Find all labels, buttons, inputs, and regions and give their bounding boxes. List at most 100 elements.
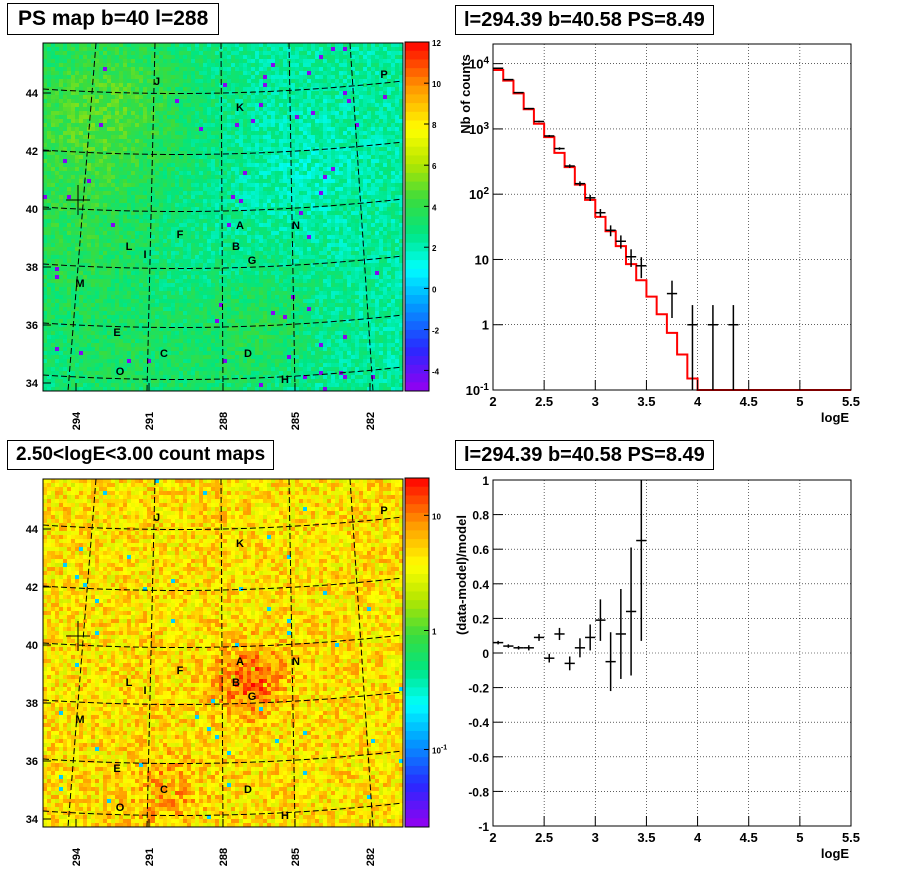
spectrum-data-point bbox=[687, 305, 698, 390]
countmap-label-H: H bbox=[281, 810, 289, 822]
psmap-ytick-38: 38 bbox=[26, 262, 38, 274]
spectrum-data-point bbox=[503, 78, 514, 81]
count-map-title: 2.50<logE<3.00 count maps bbox=[7, 440, 275, 470]
psmap-ytick-42: 42 bbox=[26, 146, 38, 158]
countmap-xtick-294: 294 bbox=[71, 847, 83, 866]
spectrum-ylabel: Nb of counts bbox=[458, 54, 473, 133]
countmap-pixels bbox=[43, 479, 404, 828]
countmap-cbar-tick-10m1: 10-1 bbox=[432, 745, 447, 756]
countmap-ytick-42: 42 bbox=[26, 582, 38, 594]
psmap-label-G: G bbox=[248, 255, 257, 267]
countmap-colorbar bbox=[405, 478, 429, 828]
residual-ytick-0m2: 0.2 bbox=[472, 612, 489, 626]
countmap-cbar-tick-10: 10 bbox=[432, 512, 441, 521]
spectrum-ytick-1: 1 bbox=[482, 318, 489, 333]
psmap-label-C: C bbox=[160, 348, 168, 360]
residual-ytick-0m8: 0.8 bbox=[472, 509, 489, 523]
psmap-label-P: P bbox=[380, 69, 387, 81]
spectrum-xtick-4: 4 bbox=[694, 394, 702, 409]
countmap-xtick-282: 282 bbox=[365, 848, 377, 866]
residual-ylabel: (data-model)/model bbox=[454, 515, 469, 635]
psmap-label-D: D bbox=[244, 348, 252, 360]
residual-point bbox=[564, 656, 575, 671]
residual-xtick-4: 4 bbox=[694, 830, 702, 845]
residual-point bbox=[636, 480, 647, 641]
spectrum-ytick-10m4: 104 bbox=[469, 56, 489, 72]
psmap-cbar-tick-12: 12 bbox=[432, 39, 441, 48]
psmap-colorbar-frame bbox=[404, 41, 430, 392]
residual-ytick-0m6: 0.6 bbox=[472, 543, 489, 557]
countmap-xtick-291: 291 bbox=[144, 848, 156, 866]
spectrum-data-point bbox=[564, 164, 575, 168]
spectrum-data-point bbox=[533, 120, 545, 123]
psmap-cbar-tick-10: 10 bbox=[432, 80, 441, 89]
residual-ytick-m0m6: -0.6 bbox=[468, 751, 489, 765]
psmap-xtick-294: 294 bbox=[71, 411, 83, 430]
psmap-cbar-tick-8: 8 bbox=[432, 121, 437, 130]
spectrum-xtick-2: 2 bbox=[489, 394, 496, 409]
psmap-xtick-291: 291 bbox=[144, 412, 156, 430]
countmap-label-F: F bbox=[177, 665, 184, 677]
psmap-ytick-40: 40 bbox=[26, 204, 38, 216]
countmap-label-G: G bbox=[248, 691, 257, 703]
residual-point bbox=[574, 638, 586, 658]
psmap-cbar-tick-m4: -4 bbox=[432, 367, 440, 376]
psmap-label-M: M bbox=[75, 278, 84, 290]
countmap-label-D: D bbox=[244, 784, 252, 796]
spectrum-data-point bbox=[523, 107, 534, 110]
psmap-cbar-tick-6: 6 bbox=[432, 162, 437, 171]
residual-ytick-1: 1 bbox=[482, 474, 489, 488]
spectrum-data-point bbox=[707, 305, 719, 390]
residual-point bbox=[615, 588, 626, 679]
residual-xtick-5: 5 bbox=[796, 830, 803, 845]
spectrum-data-point bbox=[574, 181, 586, 187]
spectrum-data-point bbox=[493, 67, 504, 70]
psmap-label-F: F bbox=[177, 229, 184, 241]
spectrum-data-point bbox=[513, 91, 524, 94]
residual-ytick-m0m2: -0.2 bbox=[468, 682, 489, 696]
psmap-label-B: B bbox=[232, 241, 240, 253]
spectrum-ytick-10m1: 10-1 bbox=[466, 382, 490, 398]
residual-xtick-4m5: 4.5 bbox=[740, 830, 758, 845]
psmap-cbar-tick-4: 4 bbox=[432, 203, 437, 212]
psmap-label-E: E bbox=[113, 327, 120, 339]
residual-ytick-0m4: 0.4 bbox=[472, 578, 489, 592]
countmap-ytick-36: 36 bbox=[26, 756, 38, 768]
spectrum-data-point bbox=[666, 280, 678, 319]
psmap-xtick-285: 285 bbox=[290, 412, 302, 430]
countmap-label-C: C bbox=[160, 784, 168, 796]
residual-ytick-m1: -1 bbox=[478, 820, 489, 834]
spectrum-xtick-3: 3 bbox=[592, 394, 599, 409]
countmap-label-N: N bbox=[292, 656, 300, 668]
spectrum-xtick-4m5: 4.5 bbox=[740, 394, 758, 409]
spectrum-data-point bbox=[605, 225, 616, 237]
residual-xtick-2: 2 bbox=[489, 830, 496, 845]
spectrum-data-point bbox=[544, 134, 555, 137]
countmap-label-L: L bbox=[126, 677, 133, 689]
countmap-ytick-44: 44 bbox=[26, 524, 39, 536]
countmap-label-E: E bbox=[113, 763, 120, 775]
countmap-label-P: P bbox=[380, 505, 387, 517]
residual-point bbox=[625, 547, 637, 676]
residual-xtick-3: 3 bbox=[592, 830, 599, 845]
psmap-xtick-282: 282 bbox=[365, 412, 377, 430]
psmap-label-I: I bbox=[143, 249, 146, 261]
spectrum-data-point bbox=[728, 305, 739, 390]
spectrum-data-point bbox=[615, 235, 626, 249]
spectrum-data-point bbox=[595, 209, 606, 217]
psmap-label-L: L bbox=[126, 241, 133, 253]
residual-point bbox=[523, 645, 534, 651]
residual-point bbox=[595, 599, 606, 641]
psmap-cbar-tick-2: 2 bbox=[432, 244, 437, 253]
psmap-ytick-44: 44 bbox=[26, 88, 39, 100]
residual-xlabel: logE bbox=[821, 846, 849, 861]
spectrum-plot-area bbox=[493, 44, 851, 390]
spectrum-xtick-5: 5 bbox=[796, 394, 803, 409]
psmap-xtick-288: 288 bbox=[218, 412, 230, 430]
countmap-coord-grid bbox=[42, 478, 404, 828]
countmap-label-I: I bbox=[143, 685, 146, 697]
psmap-colorbar bbox=[405, 42, 429, 392]
residual-plot-area bbox=[493, 480, 851, 826]
residual-point bbox=[513, 646, 524, 650]
residual-point bbox=[544, 653, 555, 663]
